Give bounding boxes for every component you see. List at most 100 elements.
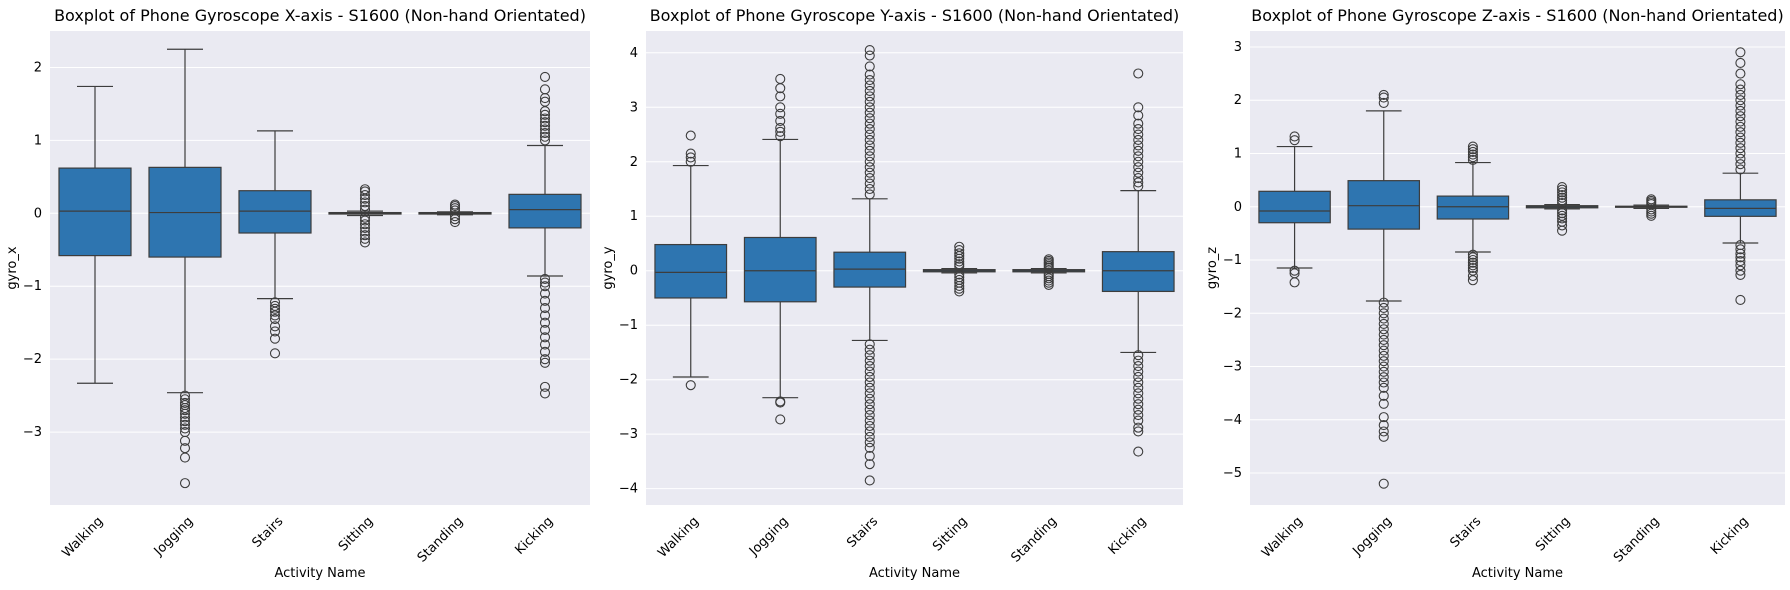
outlier-point <box>449 199 461 210</box>
outlier-point <box>1378 313 1389 324</box>
outlier-point <box>1735 68 1746 79</box>
outlier-point <box>1133 422 1144 433</box>
outlier-point <box>1735 159 1746 170</box>
x-axis-label: Activity Name <box>1472 566 1563 581</box>
outlier-point <box>179 435 191 446</box>
iqr-box <box>58 167 132 257</box>
outlier-point <box>864 475 875 486</box>
x-tick-label: Jogging <box>746 514 792 560</box>
outlier-point <box>359 190 371 201</box>
outlier-point <box>1557 187 1568 198</box>
outlier-point <box>864 399 875 410</box>
outlier-point <box>1557 213 1568 224</box>
iqr-box <box>508 193 582 229</box>
outlier-point <box>864 377 875 388</box>
outlier-point <box>1378 350 1389 361</box>
outlier-point <box>1735 121 1746 132</box>
outlier-point <box>1133 156 1144 167</box>
outlier-point <box>1133 371 1144 383</box>
box-kicking <box>508 71 582 399</box>
outlier-point <box>1735 57 1746 69</box>
outlier-point <box>1735 294 1746 306</box>
outlier-point <box>1735 269 1746 280</box>
outlier-point <box>864 145 875 156</box>
outlier-point <box>864 366 875 377</box>
outlier-point <box>359 222 371 233</box>
outlier-point <box>539 124 551 135</box>
outlier-point <box>954 269 965 280</box>
iqr-box <box>1101 251 1175 293</box>
outlier-point <box>1378 356 1389 367</box>
y-tick-label: −3 <box>23 425 42 440</box>
outlier-point <box>1467 262 1478 274</box>
outlier-point <box>1735 248 1746 259</box>
outlier-point <box>864 173 875 184</box>
iqr-box <box>743 236 817 303</box>
outlier-point <box>539 84 551 95</box>
outlier-point <box>954 256 965 267</box>
x-tick-label: Stairs <box>250 514 287 551</box>
outlier-point <box>179 416 191 427</box>
y-tick-label: 1 <box>34 133 42 148</box>
outlier-point <box>269 303 281 314</box>
outlier-point <box>864 118 875 129</box>
y-axis-label: gyro_z <box>1205 247 1220 289</box>
outlier-point <box>1289 131 1300 142</box>
y-tick-label: 2 <box>630 155 638 170</box>
outlier-point <box>775 397 786 408</box>
outlier-point <box>954 286 965 297</box>
plot-background <box>646 31 1183 505</box>
outlier-point <box>539 339 551 350</box>
box-standing <box>1012 254 1086 290</box>
outlier-point <box>539 109 551 120</box>
outlier-point <box>1467 141 1478 152</box>
y-tick-label: −2 <box>1223 306 1242 321</box>
outlier-point <box>1378 97 1389 108</box>
y-tick-label: 1 <box>630 209 638 224</box>
outlier-point <box>1467 154 1478 165</box>
outlier-point <box>1467 149 1478 160</box>
outlier-point <box>1735 252 1746 263</box>
y-tick-label: −3 <box>1223 360 1242 375</box>
outlier-point <box>269 333 281 344</box>
outlier-point <box>954 248 965 259</box>
chart-title: Boxplot of Phone Gyroscope Z-axis - S160… <box>1251 6 1783 25</box>
outlier-point <box>864 151 875 162</box>
outlier-point <box>1133 350 1144 361</box>
y-tick-label: 4 <box>630 46 638 61</box>
outlier-point <box>1467 252 1478 263</box>
y-tick-label: −1 <box>1223 253 1242 268</box>
outlier-point <box>539 135 551 146</box>
outlier-point <box>954 241 965 252</box>
x-tick-label: Sitting <box>1533 514 1573 554</box>
outlier-point <box>1378 92 1389 103</box>
outlier-point <box>1467 275 1478 286</box>
outlier-point <box>359 237 371 248</box>
box-sitting <box>922 241 996 297</box>
y-tick-label: −3 <box>619 427 638 442</box>
outlier-point <box>359 226 371 237</box>
outlier-point <box>954 283 965 294</box>
outlier-point <box>864 178 875 189</box>
outlier-point <box>864 129 875 140</box>
outlier-point <box>1646 194 1657 205</box>
outlier-point <box>1133 393 1144 404</box>
outlier-point <box>864 388 875 399</box>
y-tick-label: 2 <box>34 60 42 75</box>
x-tick-label: Jogging <box>1350 514 1396 560</box>
outlier-point <box>775 115 786 126</box>
y-tick-label: 2 <box>1234 93 1242 108</box>
x-tick-label: Standing <box>1009 514 1061 566</box>
outlier-point <box>1735 95 1746 106</box>
outlier-point <box>269 326 281 337</box>
outlier-point <box>864 371 875 383</box>
outlier-point <box>1133 355 1144 366</box>
outlier-point <box>1378 382 1389 393</box>
outlier-point <box>685 152 696 163</box>
outlier-point <box>1378 420 1389 431</box>
outlier-point <box>775 91 786 102</box>
outlier-point <box>1378 390 1389 401</box>
outlier-point <box>864 442 875 453</box>
x-tick-label: Sitting <box>930 514 970 554</box>
outlier-point <box>1735 137 1746 148</box>
